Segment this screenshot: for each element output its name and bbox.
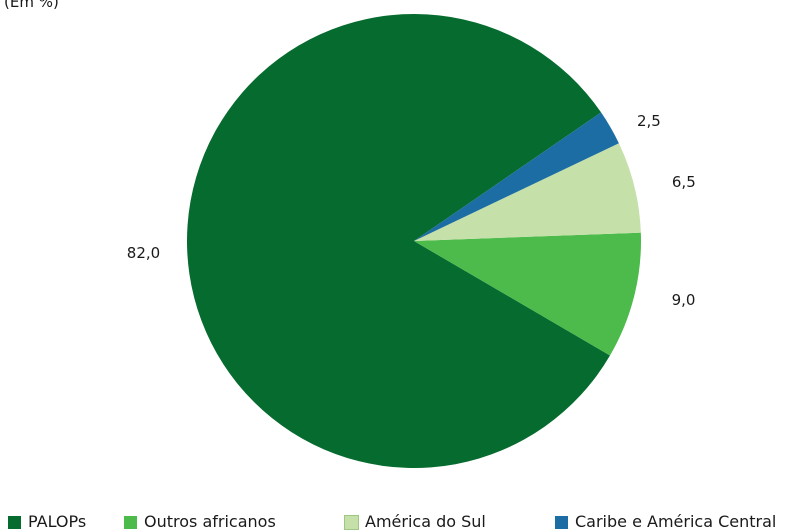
- pie-chart: 82,0 9,0 6,5 2,5: [127, 14, 696, 469]
- legend-item-américa-do-sul: América do Sul: [344, 512, 486, 532]
- pie-slice-palops: [187, 14, 610, 469]
- pie-slice-caribe-e-américa-central: [414, 112, 619, 242]
- legend-label: PALOPs: [28, 512, 87, 531]
- legend-label: Outros africanos: [144, 512, 276, 531]
- legend-item-outros-africanos: Outros africanos: [124, 512, 276, 532]
- data-label-outros-africanos: 9,0: [672, 291, 696, 309]
- pie-slice-outros-africanos: [414, 232, 642, 356]
- legend-swatch: [124, 515, 137, 529]
- pie-data-labels: 82,0 9,0 6,5 2,5: [127, 112, 696, 309]
- legend-swatch: [344, 514, 359, 530]
- chart-unit-label: (Em %): [4, 0, 59, 11]
- pie-slices: [187, 14, 642, 469]
- data-label-palops: 82,0: [127, 244, 160, 262]
- pie-slice-américa-do-sul: [414, 143, 641, 241]
- legend-label: Caribe e América Central: [575, 512, 777, 531]
- data-label-américa-do-sul: 6,5: [672, 173, 696, 191]
- legend-item-caribe-e-américa-central: Caribe e América Central: [555, 512, 776, 532]
- legend-label: América do Sul: [365, 512, 486, 531]
- legend-swatch: [8, 515, 21, 529]
- data-label-caribe-e-américa-central: 2,5: [637, 112, 661, 130]
- chart-legend: PALOPs Outros africanos América do Sul Cari…: [0, 512, 787, 532]
- legend-swatch: [555, 515, 568, 529]
- legend-item-palops: PALOPs: [8, 512, 86, 532]
